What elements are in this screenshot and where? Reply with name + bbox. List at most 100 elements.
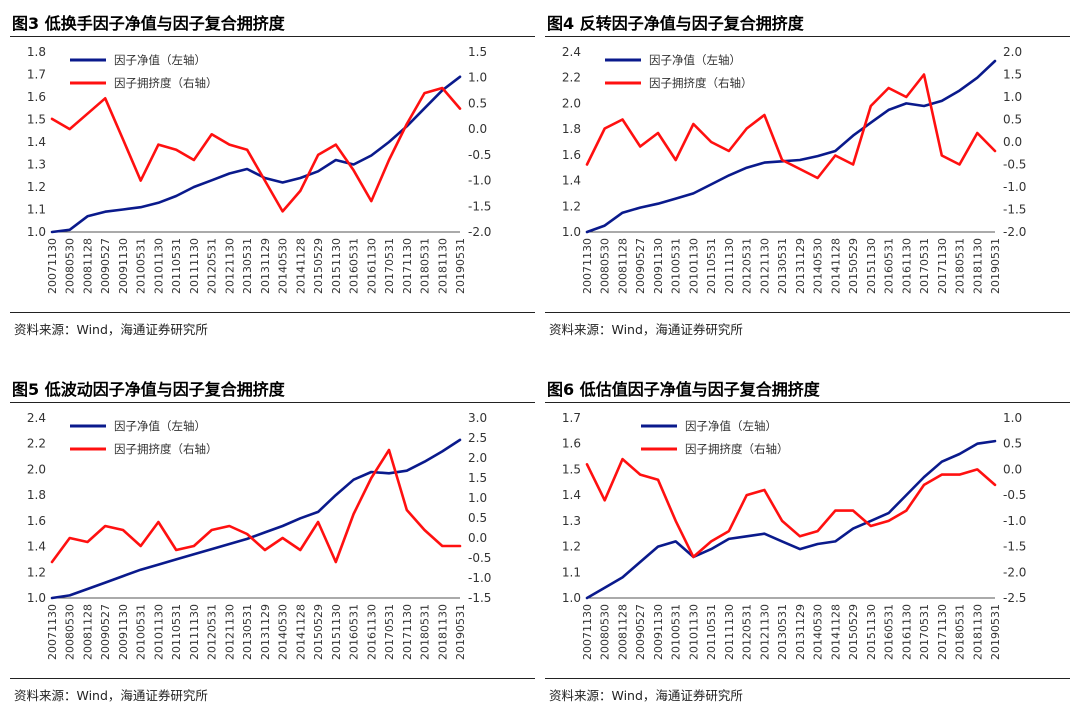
source-note: 资料来源：Wind，海通证券研究所: [549, 322, 743, 337]
left-tick-label: 1.3: [562, 514, 581, 528]
x-tick-label: 20090527: [634, 238, 647, 294]
x-tick-label: 20131129: [259, 238, 272, 294]
x-tick-label: 20160531: [883, 238, 896, 294]
left-tick-label: 1.6: [562, 437, 581, 451]
legend-label: 因子净值（左轴）: [114, 53, 206, 67]
right-tick-label: 0.0: [1003, 135, 1022, 149]
x-tick-label: 20121130: [758, 238, 771, 294]
x-tick-label: 20120531: [206, 604, 219, 660]
x-tick-label: 20110531: [170, 604, 183, 660]
x-tick-label: 20171130: [401, 604, 414, 660]
right-tick-label: -1.0: [468, 571, 491, 585]
left-tick-label: 1.8: [562, 122, 581, 136]
x-tick-label: 20080530: [599, 604, 612, 660]
x-tick-label: 20151130: [330, 604, 343, 660]
x-tick-label: 20141128: [294, 604, 307, 660]
x-tick-label: 20071130: [46, 238, 59, 294]
source-note: 资料来源：Wind，海通证券研究所: [549, 688, 743, 703]
x-tick-label: 20140530: [277, 604, 290, 660]
x-tick-label: 20071130: [46, 604, 59, 660]
x-tick-label: 20170531: [383, 604, 396, 660]
right-tick-label: 2.0: [468, 451, 487, 465]
left-tick-label: 2.0: [562, 96, 581, 110]
chart-panel-1: 图3 低换手因子净值与因子复合拥挤度 1.0 1.1 1.2 1.3 1.4 1.5 1.6…: [10, 0, 535, 358]
x-tick-label: 20081128: [616, 238, 629, 294]
x-tick-label: 20120531: [741, 238, 754, 294]
x-tick-label: 20180531: [419, 238, 432, 294]
left-tick-label: 1.1: [27, 203, 46, 217]
x-tick-label: 20110531: [705, 238, 718, 294]
chart-title: 图6 低估值因子净值与因子复合拥挤度: [547, 380, 820, 399]
x-tick-label: 20160531: [883, 604, 896, 660]
x-tick-label: 20190531: [989, 604, 1002, 660]
left-tick-label: 2.2: [27, 437, 46, 451]
x-tick-label: 20071130: [581, 604, 594, 660]
right-tick-label: 0.0: [468, 531, 487, 545]
right-tick-label: 0.5: [468, 511, 487, 525]
right-tick-label: 0.5: [468, 96, 487, 110]
x-tick-label: 20111130: [188, 238, 201, 294]
left-tick-label: 1.0: [27, 225, 46, 239]
x-tick-label: 20161130: [365, 238, 378, 294]
legend-label: 因子拥挤度（右轴）: [685, 442, 789, 456]
right-tick-label: -0.5: [1003, 488, 1026, 502]
legend-label: 因子净值（左轴）: [649, 53, 741, 67]
source-note: 资料来源：Wind，海通证券研究所: [14, 688, 208, 703]
x-tick-label: 20141128: [829, 604, 842, 660]
right-tick-label: 3.0: [468, 411, 487, 425]
right-tick-label: 2.0: [1003, 45, 1022, 59]
right-tick-label: 0.5: [1003, 113, 1022, 127]
right-tick-label: 1.0: [468, 491, 487, 505]
crowding-series-line: [585, 457, 997, 559]
x-tick-label: 20161130: [900, 604, 913, 660]
x-tick-label: 20181130: [971, 238, 984, 294]
left-tick-label: 1.6: [27, 90, 46, 104]
legend-label: 因子拥挤度（右轴）: [114, 442, 218, 456]
x-tick-label: 20180531: [954, 604, 967, 660]
left-tick-label: 1.0: [562, 591, 581, 605]
x-tick-label: 20130531: [776, 238, 789, 294]
chart-panel-2: 图4 反转因子净值与因子复合拥挤度 1.0 1.2 1.4 1.6 1.8 2.0 2.2 2…: [545, 0, 1070, 358]
left-tick-label: 1.2: [27, 565, 46, 579]
x-tick-label: 20161130: [900, 238, 913, 294]
left-tick-label: 1.0: [27, 591, 46, 605]
x-tick-label: 20081128: [81, 238, 94, 294]
chart-plot: 1.0 1.2 1.4 1.6 1.8 2.0 2.2 2.4 -2.0 -1.5 -1.0 -0.5…: [562, 45, 1027, 294]
x-tick-label: 20140530: [812, 604, 825, 660]
x-tick-label: 20080530: [599, 238, 612, 294]
x-tick-label: 20190531: [454, 604, 467, 660]
x-tick-label: 20091130: [652, 238, 665, 294]
left-tick-label: 1.4: [27, 540, 46, 554]
right-tick-label: -2.0: [1003, 565, 1026, 579]
left-tick-label: 1.1: [562, 565, 581, 579]
crowding-series-line: [50, 86, 462, 213]
source-bar: 资料来源：Wind，海通证券研究所: [10, 678, 535, 709]
right-tick-label: 0.5: [1003, 437, 1022, 451]
x-tick-label: 20180531: [954, 238, 967, 294]
chart-title-bar: 图5 低波动因子净值与因子复合拥挤度: [10, 370, 535, 403]
x-tick-label: 20111130: [723, 238, 736, 294]
right-tick-label: -2.0: [1003, 225, 1026, 239]
right-tick-label: -0.5: [1003, 158, 1026, 172]
x-tick-label: 20160531: [348, 604, 361, 660]
source-note: 资料来源：Wind，海通证券研究所: [14, 322, 208, 337]
chart-area: 1.0 1.2 1.4 1.6 1.8 2.0 2.2 2.4 -1.5 -1.0 -0.5 0.0 0…: [10, 404, 535, 674]
x-tick-label: 20120531: [206, 238, 219, 294]
x-tick-label: 20181130: [971, 604, 984, 660]
left-tick-label: 2.2: [562, 71, 581, 85]
right-tick-label: 0.0: [468, 122, 487, 136]
x-tick-label: 20160531: [348, 238, 361, 294]
right-tick-label: 1.5: [468, 45, 487, 59]
net-value-series-line: [50, 438, 462, 600]
x-tick-label: 20190531: [454, 238, 467, 294]
left-tick-label: 1.2: [562, 199, 581, 213]
x-tick-label: 20130531: [241, 238, 254, 294]
left-tick-label: 1.4: [27, 135, 46, 149]
left-tick-label: 1.0: [562, 225, 581, 239]
chart-area: 1.0 1.1 1.2 1.3 1.4 1.5 1.6 1.7 -2.5 -2.0 -1.5 -1.0…: [545, 404, 1070, 674]
left-tick-label: 1.6: [562, 148, 581, 162]
right-tick-label: 2.5: [468, 431, 487, 445]
chart-plot: 1.0 1.1 1.2 1.3 1.4 1.5 1.6 1.7 1.8 -2.0 -1.5 -1.0 -…: [27, 45, 492, 294]
x-tick-label: 20101130: [687, 604, 700, 660]
x-tick-label: 20091130: [117, 238, 130, 294]
